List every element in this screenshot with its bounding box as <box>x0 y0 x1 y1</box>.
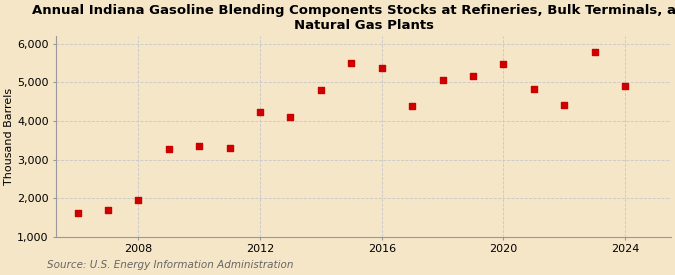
Point <box>346 61 357 65</box>
Point <box>254 110 265 114</box>
Point <box>468 73 479 78</box>
Point <box>589 49 600 54</box>
Point <box>103 208 113 212</box>
Point <box>133 198 144 202</box>
Point <box>620 84 630 89</box>
Point <box>315 88 326 92</box>
Point <box>529 87 539 91</box>
Point <box>194 144 205 148</box>
Point <box>559 102 570 107</box>
Title: Annual Indiana Gasoline Blending Components Stocks at Refineries, Bulk Terminals: Annual Indiana Gasoline Blending Compone… <box>32 4 675 32</box>
Point <box>437 78 448 83</box>
Point <box>224 146 235 150</box>
Point <box>72 211 83 215</box>
Point <box>498 62 509 66</box>
Point <box>377 66 387 70</box>
Y-axis label: Thousand Barrels: Thousand Barrels <box>4 88 14 185</box>
Point <box>285 115 296 119</box>
Point <box>163 147 174 151</box>
Text: Source: U.S. Energy Information Administration: Source: U.S. Energy Information Administ… <box>47 260 294 270</box>
Point <box>407 103 418 108</box>
